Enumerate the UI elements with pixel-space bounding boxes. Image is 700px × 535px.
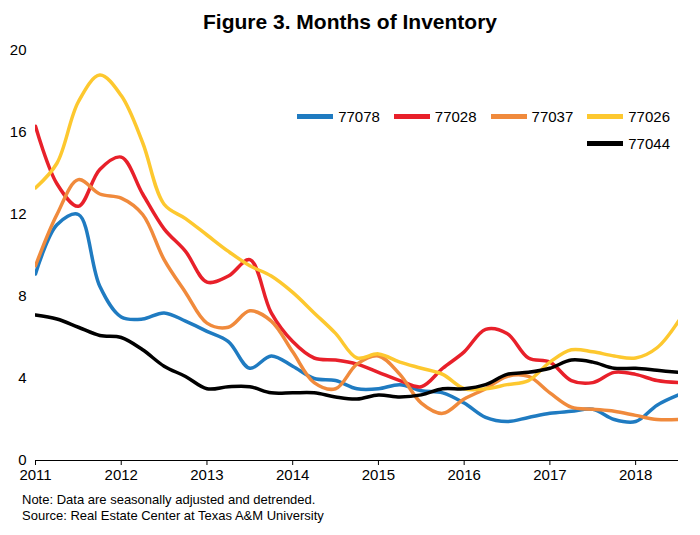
svg-text:16: 16 xyxy=(10,123,27,140)
svg-text:2018: 2018 xyxy=(619,466,652,483)
svg-text:12: 12 xyxy=(10,205,27,222)
svg-text:0: 0 xyxy=(18,451,27,469)
svg-text:2013: 2013 xyxy=(190,466,223,483)
html-text:Note: Data are seasonally adju: Note: Data are seasonally adjusted and d… xyxy=(22,492,316,507)
svg-text:20: 20 xyxy=(10,41,27,58)
html-text:77044: 77044 xyxy=(628,135,670,152)
html-text:Source: Real Estate Center at: Source: Real Estate Center at Texas A&M … xyxy=(22,508,324,523)
svg-text:2011: 2011 xyxy=(19,466,51,483)
svg-text:2014: 2014 xyxy=(276,466,309,483)
svg-text:2012: 2012 xyxy=(105,466,138,483)
html-text:77026: 77026 xyxy=(628,108,670,125)
svg-text:8: 8 xyxy=(18,287,26,304)
svg-text:2016: 2016 xyxy=(447,466,480,483)
svg-text:4: 4 xyxy=(18,369,26,386)
html-text:Figure 3. Months of Inventory: Figure 3. Months of Inventory xyxy=(203,10,497,33)
html-text:77037: 77037 xyxy=(531,108,574,125)
svg-text:2017: 2017 xyxy=(533,466,566,483)
svg-text:2015: 2015 xyxy=(362,466,395,483)
html-text:77028: 77028 xyxy=(434,108,477,125)
html-text:77078: 77078 xyxy=(338,108,380,125)
